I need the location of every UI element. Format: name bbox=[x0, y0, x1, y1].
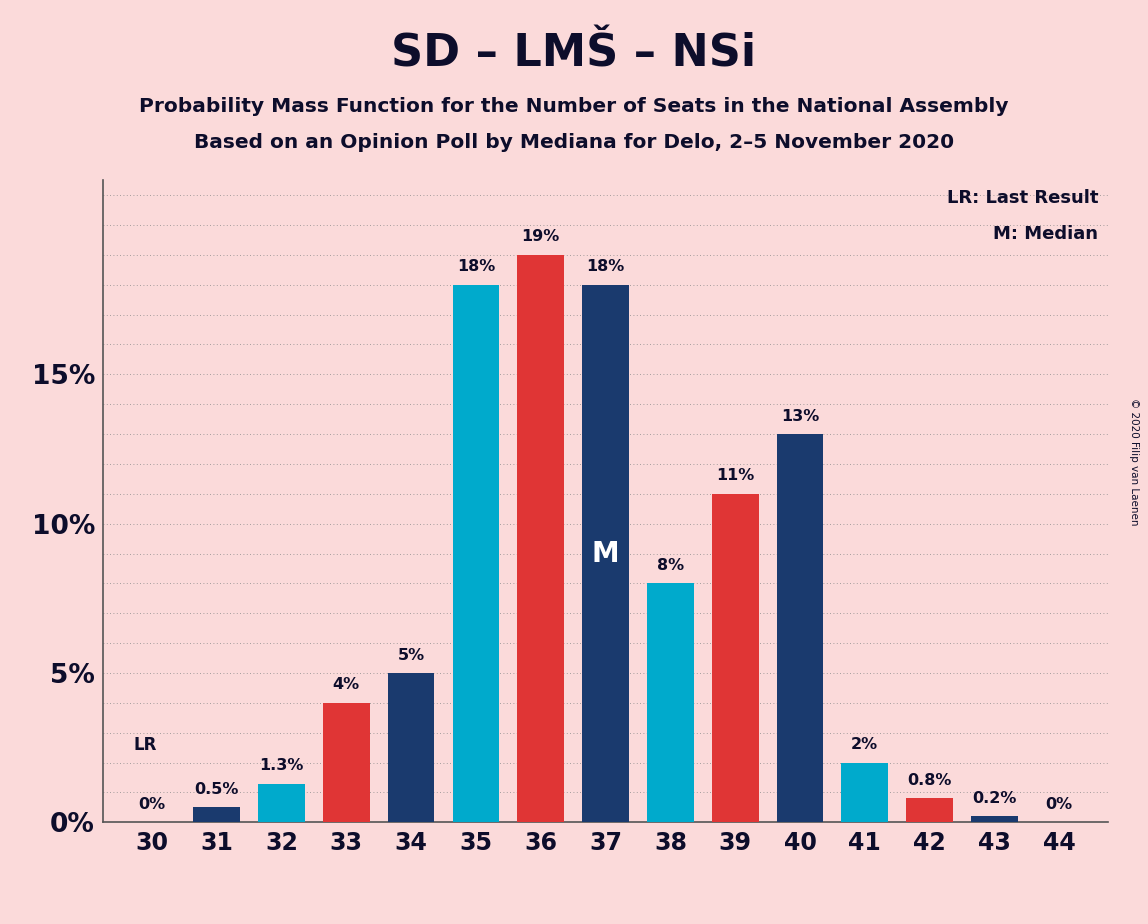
Text: M: M bbox=[591, 540, 620, 567]
Text: 4%: 4% bbox=[333, 677, 360, 692]
Text: 0%: 0% bbox=[139, 796, 165, 812]
Bar bbox=[258, 784, 305, 822]
Bar bbox=[323, 703, 370, 822]
Text: 1.3%: 1.3% bbox=[259, 758, 304, 773]
Text: 5%: 5% bbox=[397, 648, 425, 663]
Bar bbox=[906, 798, 953, 822]
Text: 13%: 13% bbox=[781, 408, 820, 423]
Bar bbox=[388, 673, 434, 822]
Text: 2%: 2% bbox=[851, 737, 878, 752]
Text: LR: Last Result: LR: Last Result bbox=[947, 189, 1099, 207]
Bar bbox=[841, 762, 889, 822]
Text: SD – LMŠ – NSi: SD – LMŠ – NSi bbox=[391, 32, 757, 76]
Text: Probability Mass Function for the Number of Seats in the National Assembly: Probability Mass Function for the Number… bbox=[139, 97, 1009, 116]
Text: 18%: 18% bbox=[457, 260, 495, 274]
Text: 0.2%: 0.2% bbox=[972, 791, 1017, 806]
Text: 19%: 19% bbox=[521, 229, 560, 244]
Bar bbox=[647, 583, 693, 822]
Bar bbox=[582, 285, 629, 822]
Text: 11%: 11% bbox=[716, 468, 754, 483]
Bar bbox=[971, 817, 1018, 822]
Text: 18%: 18% bbox=[587, 260, 625, 274]
Text: 8%: 8% bbox=[657, 558, 684, 573]
Bar bbox=[518, 255, 564, 822]
Text: LR: LR bbox=[134, 736, 157, 754]
Text: 0.8%: 0.8% bbox=[907, 773, 952, 788]
Text: Based on an Opinion Poll by Mediana for Delo, 2–5 November 2020: Based on an Opinion Poll by Mediana for … bbox=[194, 133, 954, 152]
Text: 0%: 0% bbox=[1046, 796, 1072, 812]
Bar bbox=[193, 808, 240, 822]
Bar bbox=[712, 493, 759, 822]
Bar bbox=[777, 434, 823, 822]
Text: 0.5%: 0.5% bbox=[194, 782, 239, 797]
Text: © 2020 Filip van Laenen: © 2020 Filip van Laenen bbox=[1130, 398, 1139, 526]
Bar bbox=[452, 285, 499, 822]
Text: M: Median: M: Median bbox=[993, 225, 1099, 243]
